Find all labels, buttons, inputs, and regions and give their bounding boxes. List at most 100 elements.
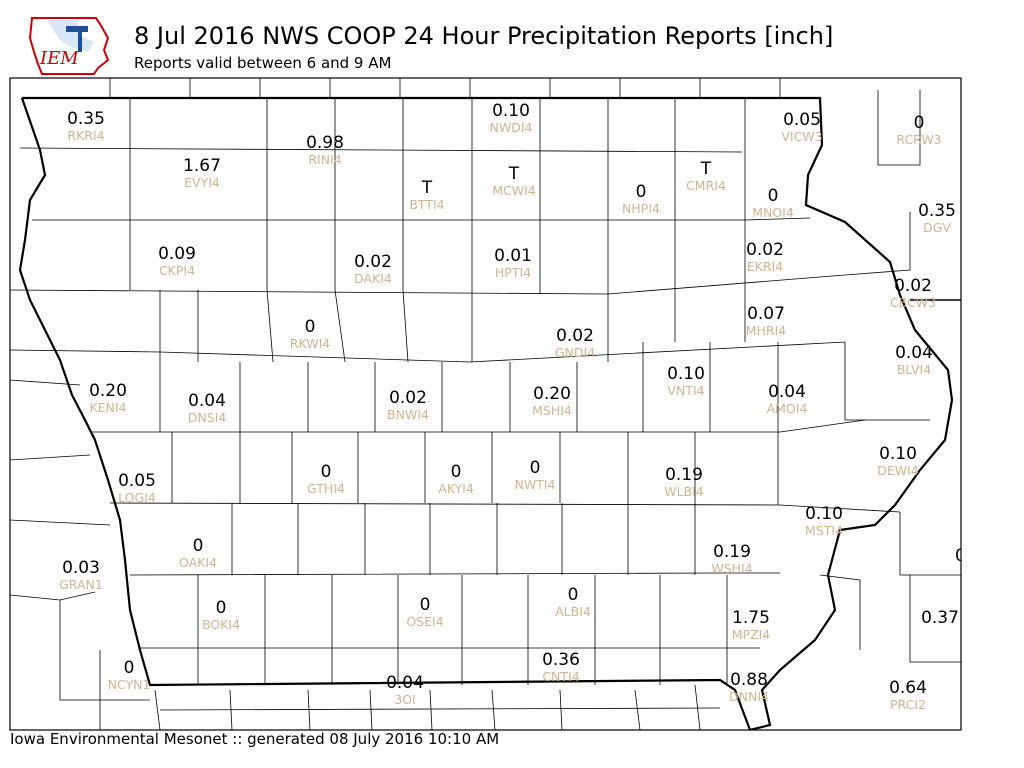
precip-value: 0.88 <box>730 670 768 690</box>
station-id: MCWI4 <box>492 183 536 198</box>
county-boundaries <box>10 78 961 730</box>
page-subtitle: Reports valid between 6 and 9 AM <box>134 54 392 72</box>
precip-value: 0 <box>568 585 579 605</box>
station-id: MSTI4 <box>805 523 843 538</box>
station-id: AMOI4 <box>767 401 808 416</box>
precip-value: 0 <box>305 317 316 337</box>
station-id: WSHI4 <box>711 561 752 576</box>
station-id: BTTI4 <box>409 197 444 212</box>
logo-text: IEM <box>39 48 79 69</box>
station-id: MSHI4 <box>532 403 572 418</box>
precip-value: 0 <box>193 536 204 556</box>
precip-value: 0.64 <box>889 678 927 698</box>
footer-credit: Iowa Environmental Mesonet :: generated … <box>10 730 500 748</box>
station-id: BNWI4 <box>387 407 429 422</box>
station-id: AKYI4 <box>438 481 474 496</box>
precip-value: 0.19 <box>713 542 751 562</box>
precip-value: 0.98 <box>306 133 344 153</box>
edge-precip-value: 0.37 <box>921 608 959 628</box>
precip-value: 0.02 <box>894 276 932 296</box>
precip-value: 0 <box>124 658 135 678</box>
precip-value: 1.75 <box>732 608 770 628</box>
map-frame <box>9 77 962 731</box>
page-title: 8 Jul 2016 NWS COOP 24 Hour Precipitatio… <box>134 22 834 50</box>
station-id: RINI4 <box>308 152 341 167</box>
station-id: CMRI4 <box>686 178 726 193</box>
station-id: DGV <box>923 220 951 235</box>
station-id: BLVI4 <box>897 362 931 377</box>
station-id: GNDI4 <box>555 345 595 360</box>
precip-value: 0.04 <box>188 391 226 411</box>
station-id: RCRW3 <box>896 132 941 147</box>
station-id: NWDI4 <box>490 120 533 135</box>
precip-value: 0.10 <box>492 101 530 121</box>
station-id: RKWI4 <box>290 336 330 351</box>
station-id: PRCI2 <box>890 697 926 712</box>
precip-value: 0 <box>451 462 462 482</box>
iowa-state-border <box>18 96 954 730</box>
precip-value: 0.05 <box>783 110 821 130</box>
station-id: CNTI4 <box>542 669 579 684</box>
precip-value: 0.02 <box>389 388 427 408</box>
station-id: OSEI4 <box>406 614 443 629</box>
station-id: EKRI4 <box>747 259 783 274</box>
precip-value: 0.10 <box>667 364 705 384</box>
station-id: KENI4 <box>89 400 126 415</box>
station-id: DAKI4 <box>354 271 392 286</box>
precip-value: 0.04 <box>768 382 806 402</box>
precip-value: 1.67 <box>183 156 221 176</box>
station-id: BOKI4 <box>202 617 240 632</box>
precip-value: T <box>700 159 712 179</box>
station-id: DEWI4 <box>877 463 919 478</box>
precip-value: 0.03 <box>62 558 100 578</box>
precip-value: 0 <box>768 186 779 206</box>
precip-value: T <box>421 178 433 198</box>
station-id: LOGI4 <box>118 490 156 505</box>
precip-value: 0.04 <box>895 343 933 363</box>
precip-value: 0.20 <box>89 381 127 401</box>
station-id: MNOI4 <box>752 205 794 220</box>
station-id: 3OI <box>394 692 415 707</box>
precip-value: 0.35 <box>67 109 105 129</box>
precip-value: 0.10 <box>805 504 843 524</box>
station-id: VICW3 <box>781 129 822 144</box>
station-id: NCYN1 <box>108 677 151 692</box>
station-id: NHPI4 <box>622 201 660 216</box>
station-id: HPTI4 <box>495 265 531 280</box>
precip-value: 0.01 <box>494 246 532 266</box>
station-id: RKRI4 <box>67 128 104 143</box>
precip-value: T <box>508 164 520 184</box>
